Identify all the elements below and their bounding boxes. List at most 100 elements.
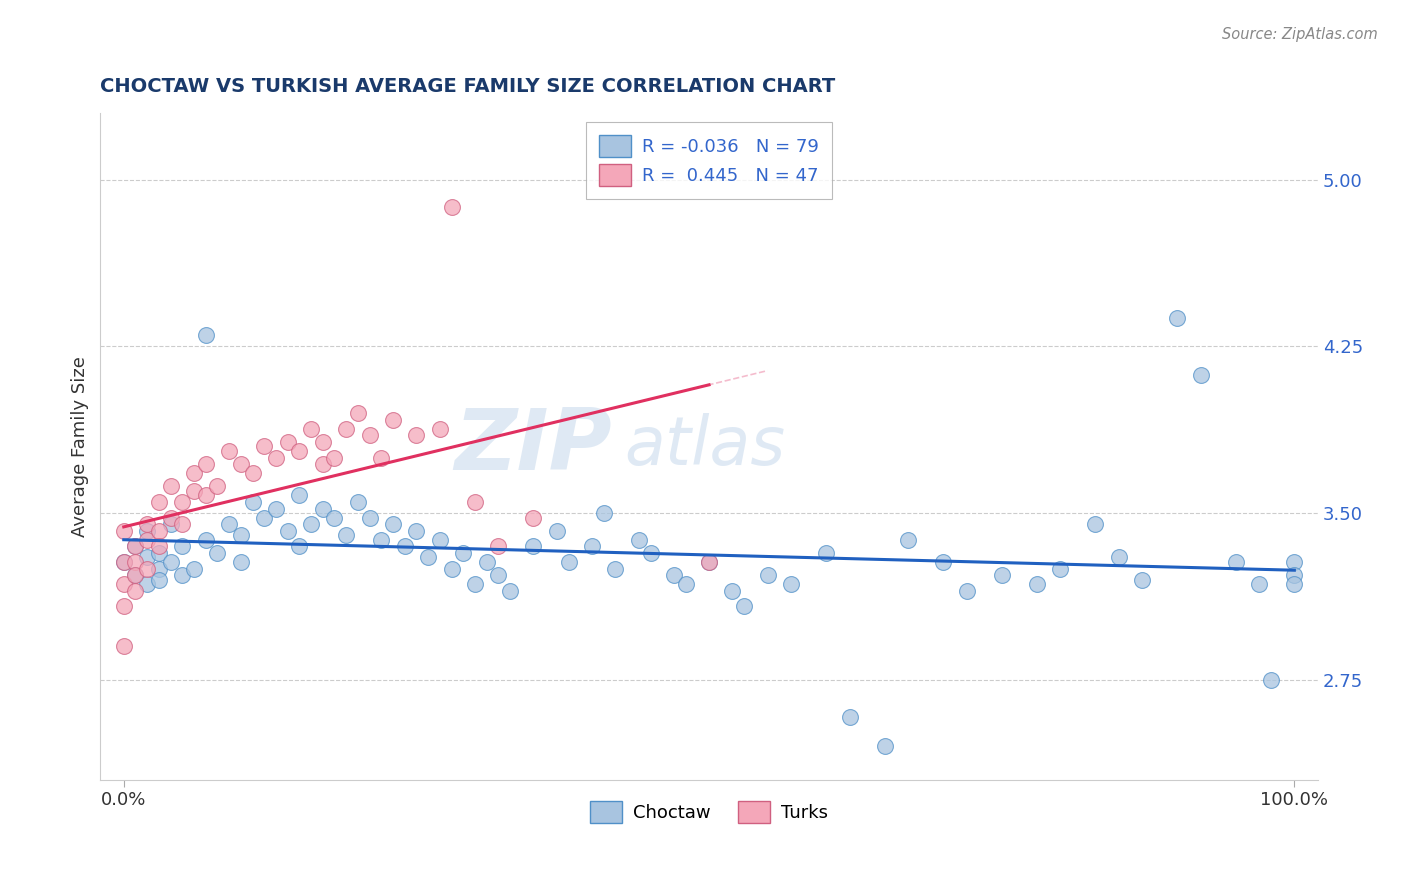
Point xyxy=(194,488,217,502)
Point xyxy=(242,466,264,480)
Point xyxy=(112,640,135,654)
Point xyxy=(1025,577,1047,591)
Point xyxy=(112,524,135,538)
Point xyxy=(159,555,181,569)
Point xyxy=(148,546,170,560)
Point xyxy=(172,495,194,509)
Point xyxy=(347,495,370,509)
Text: ZIP: ZIP xyxy=(454,405,612,488)
Point xyxy=(605,561,627,575)
Point xyxy=(640,546,662,560)
Point xyxy=(499,583,522,598)
Point xyxy=(288,443,311,458)
Point xyxy=(486,540,509,554)
Text: atlas: atlas xyxy=(624,414,785,479)
Point xyxy=(780,577,803,591)
Point xyxy=(288,488,311,502)
Point xyxy=(253,439,276,453)
Point xyxy=(1189,368,1212,383)
Point xyxy=(148,573,170,587)
Point xyxy=(136,533,159,547)
Legend: Choctaw, Turks: Choctaw, Turks xyxy=(582,794,835,830)
Point xyxy=(183,561,205,575)
Point xyxy=(183,483,205,498)
Point xyxy=(207,546,229,560)
Point xyxy=(1260,673,1282,687)
Point xyxy=(405,524,427,538)
Point xyxy=(323,510,346,524)
Point xyxy=(124,568,146,582)
Point xyxy=(464,495,486,509)
Point xyxy=(136,550,159,565)
Point xyxy=(172,568,194,582)
Text: Source: ZipAtlas.com: Source: ZipAtlas.com xyxy=(1222,27,1378,42)
Point xyxy=(405,428,427,442)
Point xyxy=(429,422,451,436)
Point xyxy=(815,546,838,560)
Point xyxy=(148,524,170,538)
Point xyxy=(627,533,650,547)
Point xyxy=(370,533,392,547)
Point xyxy=(124,540,146,554)
Point xyxy=(136,561,159,575)
Point xyxy=(253,510,276,524)
Point xyxy=(264,450,287,465)
Point xyxy=(124,568,146,582)
Point xyxy=(136,577,159,591)
Point xyxy=(159,510,181,524)
Point xyxy=(194,328,217,343)
Point xyxy=(721,583,744,598)
Point xyxy=(464,577,486,591)
Point xyxy=(124,555,146,569)
Point xyxy=(522,510,544,524)
Point xyxy=(557,555,579,569)
Point xyxy=(112,555,135,569)
Point xyxy=(1284,577,1306,591)
Point xyxy=(242,495,264,509)
Point xyxy=(697,555,720,569)
Point xyxy=(475,555,498,569)
Point xyxy=(172,540,194,554)
Point xyxy=(662,568,685,582)
Y-axis label: Average Family Size: Average Family Size xyxy=(72,356,89,537)
Point xyxy=(288,540,311,554)
Point xyxy=(112,599,135,614)
Point xyxy=(148,495,170,509)
Point xyxy=(159,479,181,493)
Point xyxy=(873,739,896,754)
Point xyxy=(1130,573,1153,587)
Point xyxy=(1166,310,1188,325)
Point xyxy=(159,517,181,532)
Point xyxy=(347,406,370,420)
Point xyxy=(382,413,405,427)
Point xyxy=(1284,568,1306,582)
Point xyxy=(733,599,755,614)
Point xyxy=(335,422,357,436)
Point xyxy=(148,561,170,575)
Point xyxy=(124,583,146,598)
Point xyxy=(990,568,1012,582)
Point xyxy=(416,550,439,565)
Point xyxy=(312,501,335,516)
Point xyxy=(1249,577,1271,591)
Point xyxy=(440,561,463,575)
Point xyxy=(194,533,217,547)
Point xyxy=(229,457,252,471)
Point xyxy=(756,568,779,582)
Point xyxy=(148,540,170,554)
Point xyxy=(335,528,357,542)
Text: CHOCTAW VS TURKISH AVERAGE FAMILY SIZE CORRELATION CHART: CHOCTAW VS TURKISH AVERAGE FAMILY SIZE C… xyxy=(100,78,835,96)
Point xyxy=(897,533,920,547)
Point xyxy=(429,533,451,547)
Point xyxy=(172,517,194,532)
Point xyxy=(229,555,252,569)
Point xyxy=(359,510,381,524)
Point xyxy=(112,555,135,569)
Point xyxy=(218,517,240,532)
Point xyxy=(312,435,335,450)
Point xyxy=(394,540,416,554)
Point xyxy=(312,457,335,471)
Point xyxy=(440,200,463,214)
Point xyxy=(194,457,217,471)
Point xyxy=(264,501,287,516)
